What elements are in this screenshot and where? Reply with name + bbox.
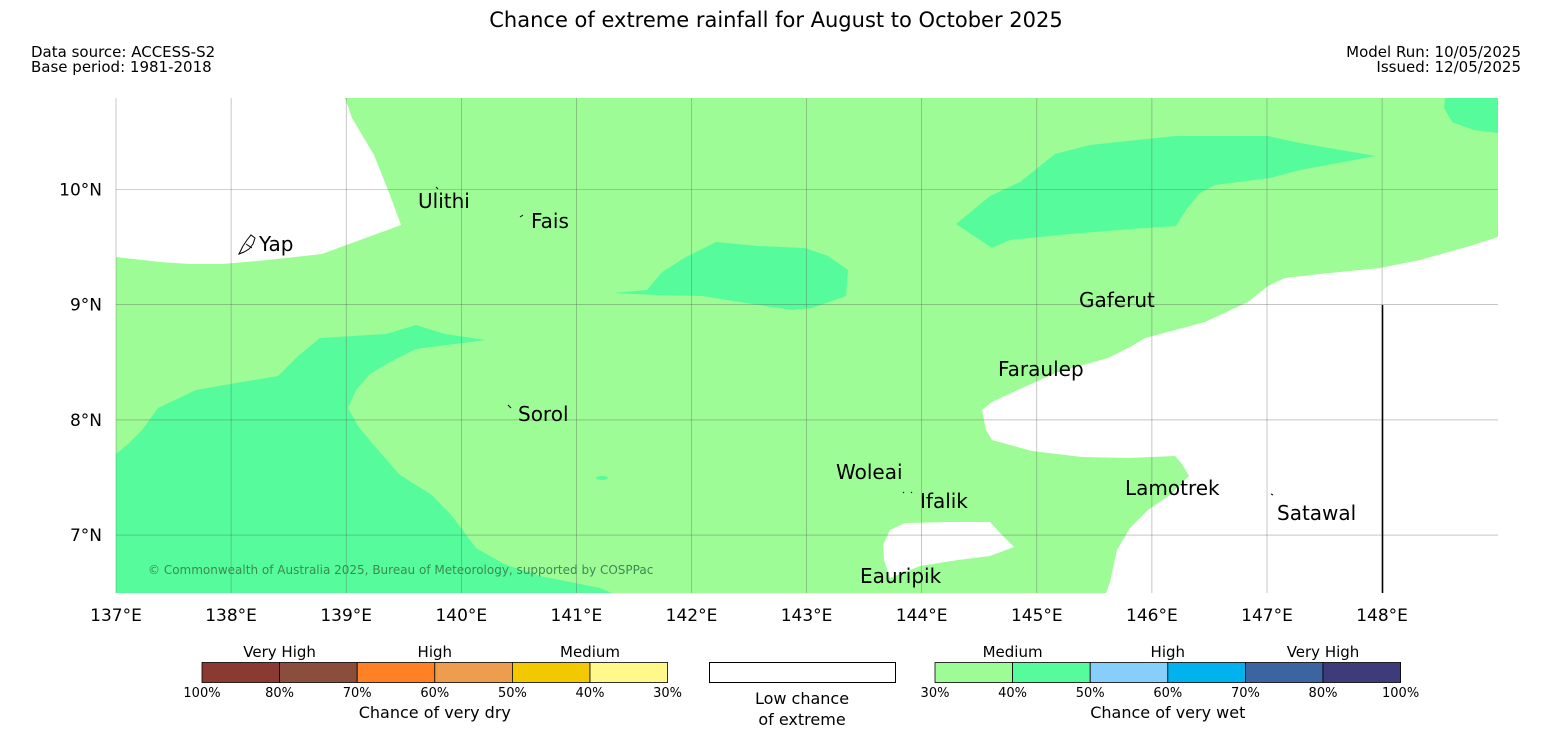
place-label-fais: Fais [531,209,569,233]
place-label-sorol: Sorol [518,402,569,426]
wet-legend-tick-label: 70% [1231,686,1260,701]
place-label-ulithi: Ulithi [418,189,470,213]
dry-legend-tick-label: 50% [498,686,527,701]
longitude-labels: 137°E 138°E 139°E 140°E 141°E 142°E 143°E 144°E… [90,606,1408,626]
dry-legend-tick-label: 100% [183,686,220,701]
longitude-label: 148°E [1356,606,1408,626]
dry-legend-swatch [512,662,591,683]
model-run-label: Model Run: 10/05/2025 [1346,43,1521,61]
wet-legend-swatch [1322,662,1401,683]
data-source-label: Data source: ACCESS-S2 [31,43,216,61]
wet-legend-category-label: Medium [983,643,1043,661]
longitude-label: 137°E [90,606,142,626]
low-chance-legend: Low chance of extreme [709,662,896,729]
wet-legend-category-label: High [1151,643,1185,661]
island-outlines [237,186,1274,496]
latitude-label: 9°N [70,296,102,316]
place-label-gaferut: Gaferut [1079,288,1155,312]
wet-legend-swatch [1245,662,1324,683]
dry-legend-tick-label: 30% [653,686,682,701]
dry-legend-tick-label: 40% [576,686,605,701]
low-chance-region-east [982,237,1498,593]
dry-legend: 100% 80% 70% 60% 50% 40% 30% Very High High Mediu… [183,643,682,722]
wet-legend-tick-label: 100% [1382,686,1419,701]
place-label-ifalik: Ifalik [920,489,968,513]
longitude-label: 140°E [435,606,487,626]
wet-legend-swatch [1089,662,1169,683]
wet-legend-tick-label: 40% [998,686,1027,701]
high-wet-region-southwest [116,325,612,593]
longitude-label: 143°E [781,606,833,626]
issued-label: Issued: 12/05/2025 [1376,58,1521,76]
high-wet-region-corner [1444,98,1498,133]
map-title: Chance of extreme rainfall for August to… [489,8,1063,32]
map-area: Ulithi Fais Yap Gaferut Faraulep Sorol Woleai I… [115,98,1498,593]
place-label-woleai: Woleai [836,460,903,484]
longitude-label: 144°E [896,606,948,626]
low-chance-swatch [709,662,896,683]
wet-legend-swatch [1167,662,1246,683]
wet-legend-tick-label: 30% [921,686,950,701]
dry-legend-swatch [589,662,668,683]
copyright-text: © Commonwealth of Australia 2025, Bureau… [148,563,653,577]
latitude-label: 8°N [70,411,102,431]
longitude-label: 145°E [1011,606,1063,626]
wet-legend-tick-label: 60% [1153,686,1182,701]
high-wet-region-central [613,242,848,310]
place-labels: Ulithi Fais Yap Gaferut Faraulep Sorol Woleai I… [258,189,1356,588]
wet-legend: 30% 40% 50% 60% 70% 80% 100% Medium High Very Hig… [921,643,1420,722]
sorol-island-shape [507,404,512,409]
dry-legend-tick-label: 80% [265,686,294,701]
longitude-label: 146°E [1126,606,1178,626]
latitude-labels: 10°N 9°N 8°N 7°N [59,181,102,547]
dry-legend-swatch [201,662,280,683]
ulithi-island-shape [435,186,439,190]
dry-legend-category-label: Very High [243,643,316,661]
base-period-label: Base period: 1981-2018 [31,58,212,76]
dry-legend-tick-label: 70% [343,686,372,701]
wet-legend-category-label: Very High [1287,643,1360,661]
place-label-faraulep: Faraulep [998,357,1084,381]
dry-legend-category-label: High [418,643,452,661]
model-run-info: Model Run: 10/05/2025 Issued: 12/05/2025 [1346,45,1521,75]
fais-island-shape [519,214,524,218]
wet-legend-caption: Chance of very wet [1090,703,1245,722]
latitude-label: 10°N [59,181,102,201]
longitude-label: 147°E [1241,606,1293,626]
yap-island-shape [237,234,256,255]
data-source-info: Data source: ACCESS-S2 Base period: 1981… [31,45,215,75]
dry-legend-category-label: Medium [560,643,620,661]
high-wet-region-northeast [956,136,1376,248]
wet-legend-swatch [934,662,1013,683]
dry-legend-tick-label: 60% [420,686,449,701]
dry-legend-swatch [356,662,436,683]
longitude-label: 138°E [205,606,257,626]
wet-legend-tick-label: 80% [1309,686,1338,701]
graticule [115,98,1498,593]
satawal-island-shape [1270,493,1274,496]
low-chance-region-northwest [116,98,401,264]
low-chance-caption-line2: of extreme [758,710,845,729]
high-wet-speck [596,476,608,480]
place-label-yap: Yap [258,232,293,256]
low-chance-caption-line1: Low chance [755,689,849,708]
legend: 100% 80% 70% 60% 50% 40% 30% Very High High Mediu… [183,643,1419,729]
place-label-lamotrek: Lamotrek [1125,476,1220,500]
longitude-label: 139°E [320,606,372,626]
wet-legend-swatch [1012,662,1091,683]
ifalik-island-shape [902,491,913,494]
dry-legend-swatch [279,662,358,683]
dry-legend-swatch [434,662,513,683]
longitude-label: 142°E [666,606,718,626]
place-label-satawal: Satawal [1277,501,1356,525]
longitude-label: 141°E [551,606,603,626]
place-label-eauripik: Eauripik [860,564,942,588]
latitude-label: 7°N [70,526,102,546]
low-chance-region-eauripik [883,522,1014,578]
dry-legend-caption: Chance of very dry [359,703,511,722]
wet-legend-tick-label: 50% [1076,686,1105,701]
